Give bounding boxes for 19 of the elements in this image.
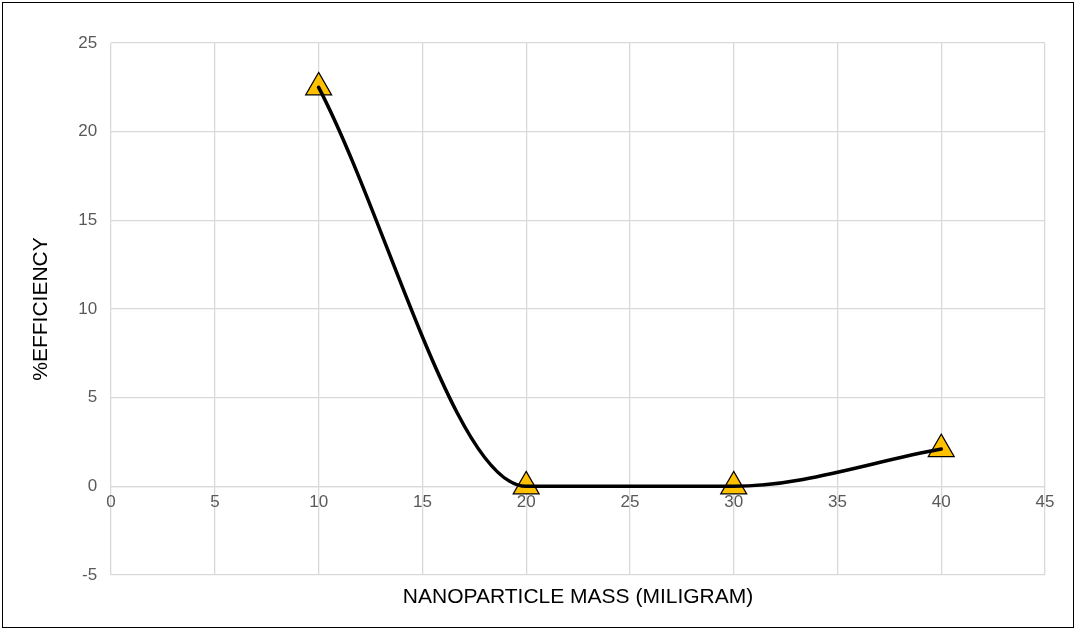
- x-tick-label: 25: [620, 492, 640, 512]
- x-tick-label: 15: [412, 492, 432, 512]
- y-tick-label: 15: [78, 210, 98, 230]
- y-tick-label: 25: [78, 32, 98, 52]
- x-tick-label: 0: [106, 492, 116, 512]
- y-axis-title: %EFFICIENCY: [28, 237, 52, 381]
- x-tick-label: 30: [724, 492, 744, 512]
- y-tick-label: 10: [78, 298, 98, 318]
- x-tick-label: 40: [931, 492, 951, 512]
- x-axis-title: NANOPARTICLE MASS (MILIGRAM): [402, 583, 754, 607]
- x-tick-label: 10: [309, 492, 329, 512]
- y-tick-label: 20: [78, 121, 98, 141]
- x-tick-label: 35: [828, 492, 847, 512]
- y-tick-label: -5: [81, 564, 98, 584]
- x-tick-label: 5: [210, 492, 220, 512]
- y-tick-label: 0: [87, 476, 98, 496]
- x-tick-label: 45: [1035, 492, 1055, 512]
- x-tick-label: 20: [516, 492, 536, 512]
- y-tick-label: 5: [87, 387, 98, 407]
